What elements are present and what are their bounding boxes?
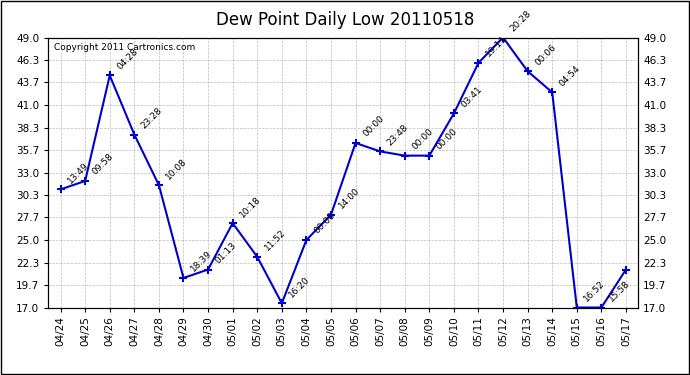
Text: 00:06: 00:06: [533, 42, 558, 67]
Text: 00:00: 00:00: [435, 127, 460, 152]
Text: 09:58: 09:58: [90, 152, 115, 177]
Text: 00:00: 00:00: [411, 127, 435, 152]
Text: 10:18: 10:18: [238, 194, 263, 219]
Text: 01:13: 01:13: [214, 241, 238, 266]
Text: 18:39: 18:39: [189, 249, 214, 274]
Text: 16:20: 16:20: [287, 274, 312, 299]
Text: 11:52: 11:52: [263, 228, 287, 253]
Text: 16:52: 16:52: [582, 279, 607, 303]
Text: 20:28: 20:28: [509, 9, 533, 33]
Text: 14:00: 14:00: [337, 186, 361, 210]
Text: 23:48: 23:48: [386, 123, 410, 147]
Text: 23:28: 23:28: [140, 106, 164, 130]
Text: Copyright 2011 Cartronics.com: Copyright 2011 Cartronics.com: [55, 43, 195, 52]
Text: 10:08: 10:08: [164, 156, 189, 181]
Text: 03:41: 03:41: [460, 85, 484, 109]
Text: 13:49: 13:49: [66, 160, 90, 185]
Text: 00:00: 00:00: [361, 114, 386, 139]
Text: 04:54: 04:54: [558, 64, 582, 88]
Text: 19:11: 19:11: [484, 34, 509, 58]
Text: 15:58: 15:58: [607, 279, 631, 303]
Text: 00:00: 00:00: [312, 211, 337, 236]
Text: Dew Point Daily Low 20110518: Dew Point Daily Low 20110518: [216, 11, 474, 29]
Text: 04:28: 04:28: [115, 47, 140, 71]
